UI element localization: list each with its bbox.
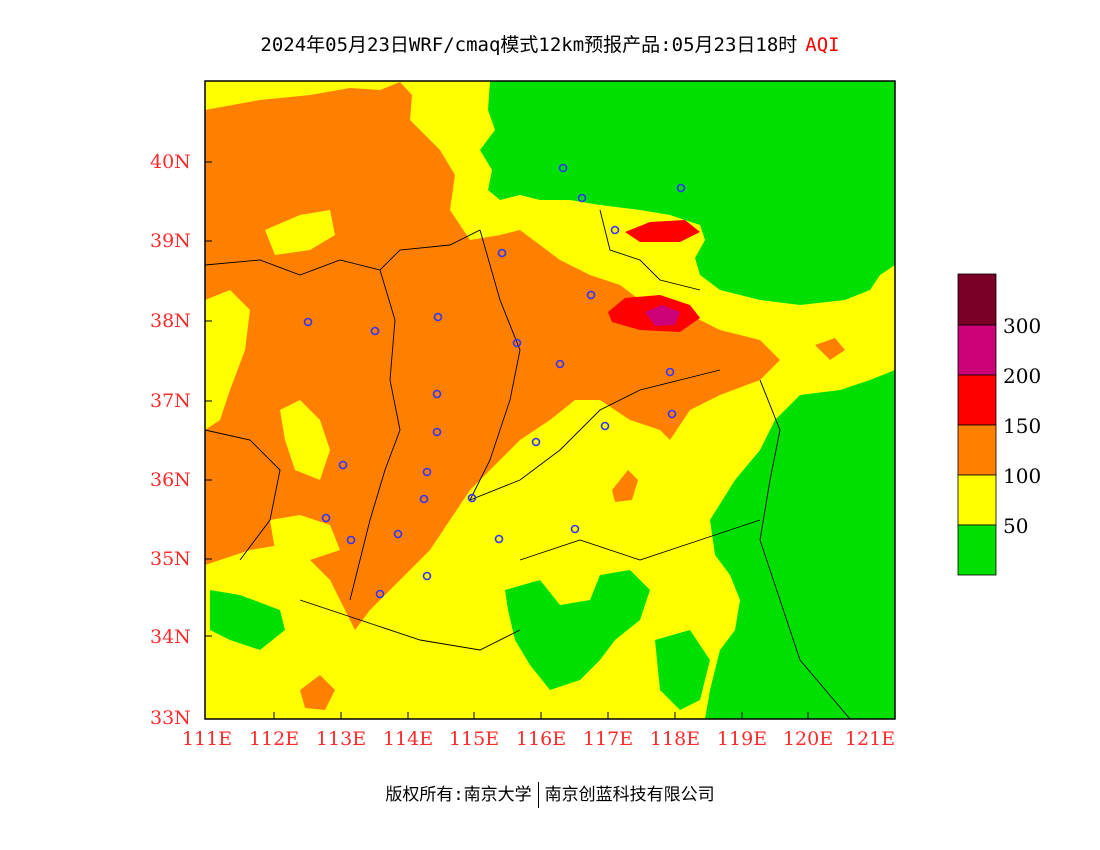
moderate-zone-center-west-gap xyxy=(280,400,330,480)
lat-label-38: 38N xyxy=(150,310,191,332)
lat-label-40: 40N xyxy=(150,151,191,173)
lon-label-118: 118E xyxy=(649,728,701,750)
lat-label-35: 35N xyxy=(150,548,191,570)
lon-label-116: 116E xyxy=(515,728,567,750)
legend-label-50: 50 xyxy=(1003,514,1029,538)
axis-ticks xyxy=(205,161,809,719)
unhealthy-sensitive-zone-main xyxy=(205,82,780,630)
very-unhealthy-zone-cangzhou xyxy=(645,305,680,326)
lon-label-115: 115E xyxy=(448,728,500,750)
legend-swatch-sensitive xyxy=(957,424,997,476)
lat-label-37: 37N xyxy=(150,390,191,412)
unhealthy-sensitive-patch-southwest xyxy=(300,675,335,710)
good-zone-south xyxy=(505,570,650,690)
map-frame xyxy=(204,80,896,720)
legend-swatch-very-unhealthy xyxy=(957,324,997,376)
moderate-zone-west-gap xyxy=(205,290,250,430)
unhealthy-sensitive-patch-center xyxy=(612,470,638,502)
legend-label-100: 100 xyxy=(1003,464,1042,488)
legend-label-300: 300 xyxy=(1003,314,1042,338)
copyright-footer: 版权所有:南京大学 南京创蓝科技有限公司 xyxy=(0,780,1100,808)
legend-label-150: 150 xyxy=(1003,414,1042,438)
legend-swatch-hazardous xyxy=(957,273,997,326)
good-zone-bohai xyxy=(640,175,705,205)
moderate-zone-south-gap xyxy=(270,515,340,560)
footer-separator xyxy=(537,782,539,808)
lat-label-34: 34N xyxy=(150,626,191,648)
good-zone-east xyxy=(705,370,895,719)
lon-label-121: 121E xyxy=(844,728,896,750)
title-variable: AQI xyxy=(805,34,840,56)
legend-swatch-good xyxy=(957,524,997,576)
map-title: 2024年05月23日WRF/cmaq模式12km预报产品:05月23日18时 A… xyxy=(0,30,1100,57)
legend-swatch-unhealthy xyxy=(957,374,997,426)
legend-label-200: 200 xyxy=(1003,364,1042,388)
lat-label-36: 36N xyxy=(150,469,191,491)
footer-company: 南京创蓝科技有限公司 xyxy=(544,785,715,805)
lat-label-39: 39N xyxy=(150,230,191,252)
moderate-zone-north-gap xyxy=(265,210,335,255)
legend-swatch-moderate xyxy=(957,474,997,526)
good-zone-southeast-patch xyxy=(655,630,710,710)
boundary-lines xyxy=(205,209,851,719)
lon-label-114: 114E xyxy=(382,728,434,750)
aqi-field xyxy=(205,81,895,719)
lon-label-113: 113E xyxy=(315,728,367,750)
lon-label-112: 112E xyxy=(248,728,300,750)
legend-colorbar xyxy=(957,273,997,576)
lon-label-120: 120E xyxy=(782,728,834,750)
lon-label-119: 119E xyxy=(716,728,768,750)
footer-copyright-owner: 版权所有:南京大学 xyxy=(385,785,532,805)
unhealthy-zone-tianjin xyxy=(625,220,700,242)
good-zone-southwest xyxy=(210,590,285,650)
station-markers xyxy=(303,163,686,599)
lon-label-117: 117E xyxy=(582,728,634,750)
title-main: 2024年05月23日WRF/cmaq模式12km预报产品:05月23日18时 xyxy=(260,34,798,56)
lat-label-33: 33N xyxy=(150,707,191,729)
lon-label-111: 111E xyxy=(181,728,233,750)
unhealthy-sensitive-patch-east xyxy=(815,338,845,360)
